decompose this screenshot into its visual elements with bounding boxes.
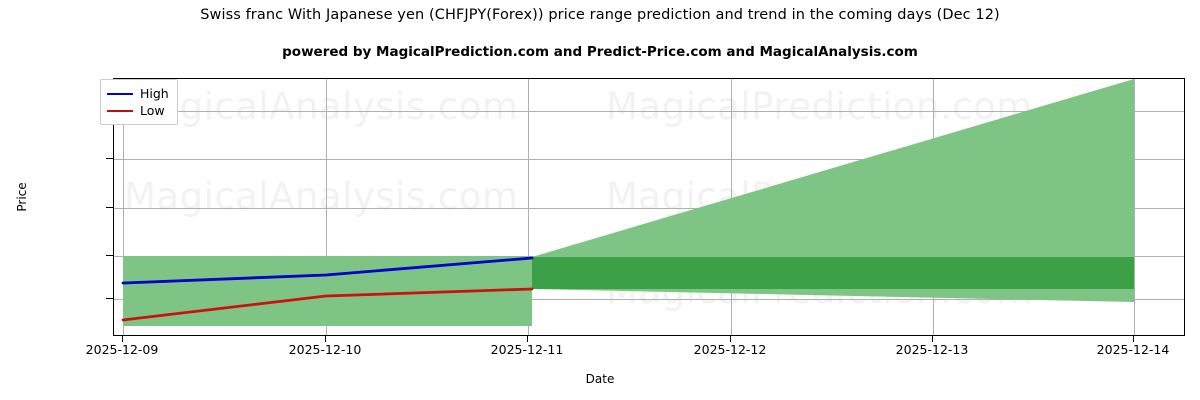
legend-line-swatch-low xyxy=(107,109,133,112)
legend: High Low xyxy=(100,79,178,125)
gridline-vertical xyxy=(528,79,529,335)
plot-area: MagicalAnalysis.com MagicalPrediction.co… xyxy=(113,78,1185,336)
x-axis-label: Date xyxy=(585,372,615,386)
legend-line-swatch-high xyxy=(107,92,133,95)
x-tick-label: 2025-12-14 xyxy=(1096,342,1170,357)
y-tick-mark xyxy=(106,207,113,208)
x-tick-label: 2025-12-12 xyxy=(693,342,767,357)
gridline-horizontal xyxy=(114,159,1184,160)
low-price-line xyxy=(121,287,534,322)
legend-item-high: High xyxy=(107,85,169,102)
legend-label-low: Low xyxy=(140,103,165,118)
y-tick-mark xyxy=(106,255,113,256)
legend-label-high: High xyxy=(140,86,169,101)
legend-item-low: Low xyxy=(107,102,169,119)
x-tick-mark xyxy=(730,336,731,342)
gridline-horizontal xyxy=(114,299,1184,300)
gridline-horizontal xyxy=(114,208,1184,209)
gridline-vertical xyxy=(123,79,124,335)
x-tick-mark xyxy=(527,336,528,342)
chart-subtitle: powered by MagicalPrediction.com and Pre… xyxy=(282,44,918,60)
x-tick-label: 2025-12-09 xyxy=(85,342,159,357)
x-tick-mark xyxy=(122,336,123,342)
gridline-vertical xyxy=(1134,79,1135,335)
y-axis-label: Price xyxy=(15,182,29,212)
x-tick-label: 2025-12-11 xyxy=(490,342,564,357)
y-tick-mark xyxy=(106,298,113,299)
chart-data-layer xyxy=(121,79,1134,326)
forecast-range-cone xyxy=(532,79,1134,302)
forecast-core-band xyxy=(532,257,1134,289)
y-tick-mark xyxy=(106,158,113,159)
gridline-horizontal xyxy=(114,111,1184,112)
x-tick-mark xyxy=(932,336,933,342)
page-title: Swiss franc With Japanese yen (CHFJPY(Fo… xyxy=(200,7,1000,23)
x-tick-mark xyxy=(1133,336,1134,342)
high-price-line xyxy=(121,256,534,285)
gridline-vertical xyxy=(326,79,327,335)
x-tick-mark xyxy=(325,336,326,342)
x-tick-label: 2025-12-13 xyxy=(895,342,969,357)
x-tick-label: 2025-12-10 xyxy=(288,342,362,357)
